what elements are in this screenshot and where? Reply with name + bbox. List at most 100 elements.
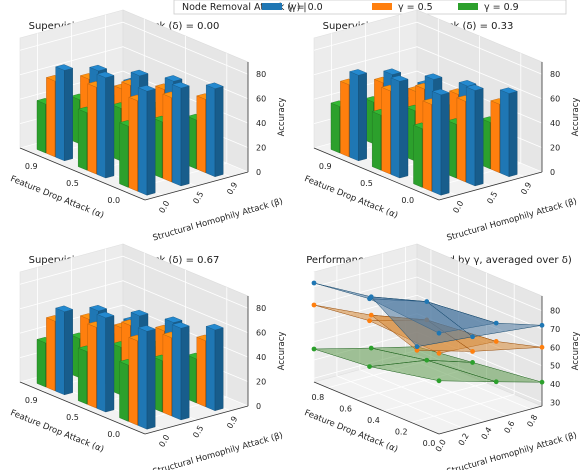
z-tick-3-3: 60: [550, 343, 560, 352]
z-tick-2-2: 40: [256, 353, 266, 362]
z-grid-0-3: [19, 46, 249, 100]
x-tick-3-4: 0.8: [312, 393, 325, 402]
z-tick-0-4: 80: [256, 70, 266, 79]
x-grid-0-0: [123, 53, 228, 192]
surface-point-1-2-0: [311, 302, 317, 308]
surface-point-2-2-0: [311, 346, 317, 352]
legend-label-1: γ = 0.5: [398, 2, 433, 13]
y-axis-line-2: [144, 405, 249, 435]
legend-swatch-2: [458, 3, 478, 10]
surface-point-0-2-0: [311, 280, 317, 286]
bar-1-0-0-0: [431, 88, 450, 196]
z-tick-1-1: 20: [550, 144, 560, 153]
surface-point-2-0-1: [493, 379, 499, 385]
z-tick-3-2: 50: [550, 362, 560, 371]
x-label-0: Feature Drop Attack (α): [9, 174, 106, 221]
z-tick-2-1: 20: [256, 378, 266, 387]
z-grid-1-4: [313, 21, 543, 75]
x-grid-1-0: [417, 53, 522, 192]
z-grid-1-3: [313, 46, 543, 100]
y-tick-1-0: 0.0: [451, 199, 465, 215]
surface-point-0-0-1: [493, 320, 499, 326]
bar-2-0-0-2: [205, 323, 224, 412]
z-tick-2-4: 80: [256, 304, 266, 313]
z-tick-3-4: 70: [550, 325, 560, 334]
x-tick-0-1: 0.5: [66, 179, 79, 188]
surface-point-2-0-2: [539, 379, 545, 385]
legend-swatch-0: [262, 3, 282, 10]
legend-swatch-1: [372, 3, 392, 10]
y-label-2: Structural Homophily Attack (β): [152, 431, 285, 470]
surface-point-1-1-2: [470, 349, 475, 354]
bar-1-0-0-1: [465, 84, 484, 187]
x-label-2: Feature Drop Attack (α): [9, 408, 106, 455]
z-tick-0-3: 60: [256, 95, 266, 104]
surface-point-0-0-0: [436, 330, 442, 336]
z-label-2: Accuracy: [277, 332, 287, 371]
y-tick-3-3: 0.6: [502, 419, 516, 435]
surface-point-1-2-2: [414, 347, 420, 353]
panel-1: Supervision Scarcity Attack (δ) = 0.330.…: [303, 9, 581, 243]
bar-2-0-2-0: [55, 305, 74, 396]
z-grid-2-4: [19, 255, 249, 309]
y-label-0: Structural Homophily Attack (β): [152, 197, 285, 244]
surface-point-2-2-1: [368, 345, 374, 351]
x-tick-2-2: 0.9: [25, 396, 38, 405]
z-grid-3-5: [313, 258, 543, 312]
legend-label-0: γ = 0.0: [288, 2, 323, 13]
bar-1-0-2-0: [349, 69, 368, 162]
y-tick-2-0: 0.0: [157, 433, 171, 449]
y-tick-1-2: 0.9: [519, 181, 533, 197]
z-tick-3-1: 40: [550, 380, 560, 389]
z-label-1: Accuracy: [571, 98, 581, 137]
z-tick-3-5: 80: [550, 307, 560, 316]
surface-point-2-1-0: [367, 364, 372, 370]
x-tick-3-1: 0.2: [395, 427, 408, 436]
y-tick-3-1: 0.2: [457, 432, 471, 448]
bar-2-0-0-0: [137, 325, 156, 430]
y-tick-3-0: 0.0: [434, 438, 448, 454]
y-tick-3-2: 0.4: [480, 426, 494, 442]
x-tick-1-1: 0.5: [360, 179, 373, 188]
surface-point-2-1-2: [470, 360, 475, 365]
x-tick-0-2: 0.9: [25, 162, 38, 171]
y-tick-0-0: 0.0: [157, 199, 171, 215]
x-tick-1-0: 0.0: [401, 196, 414, 205]
x-grid-2-0: [123, 287, 228, 426]
surface-point-2-0-0: [436, 378, 442, 384]
legend-title: Node Removal Attack (γ) |: [182, 2, 307, 13]
y-tick-3-4: 0.8: [525, 413, 539, 429]
legend: Node Removal Attack (γ) | γ = 0.0 γ = 0.5…: [173, 0, 567, 15]
y-tick-1-1: 0.5: [485, 190, 499, 206]
bar-0-0-0-0: [137, 85, 156, 196]
x-tick-3-0: 0.0: [423, 439, 436, 448]
z-grid-0-4: [19, 21, 249, 75]
y-tick-0-2: 0.9: [225, 181, 239, 197]
y-tick-2-1: 0.5: [191, 424, 205, 440]
bar-0-0-0-2: [205, 82, 224, 178]
z-tick-1-0: 0: [550, 168, 555, 177]
surface-point-1-1-0: [367, 318, 372, 324]
z-tick-0-1: 20: [256, 144, 266, 153]
z-grid-2-3: [19, 280, 249, 334]
surface-point-0-1-1: [424, 299, 430, 304]
bar-0-0-0-1: [171, 82, 190, 187]
legend-label-2: γ = 0.9: [484, 2, 519, 13]
z-tick-2-3: 60: [256, 329, 266, 338]
surface-0: [311, 280, 545, 350]
x-tick-2-1: 0.5: [66, 413, 79, 422]
surface-point-0-0-2: [539, 322, 545, 328]
bar-2-0-1-0: [96, 311, 115, 413]
y-grid-3-1: [336, 265, 463, 429]
surface-point-1-0-2: [539, 344, 545, 350]
surface-point-1-2-1: [368, 312, 374, 318]
z-tick-3-0: 30: [550, 398, 560, 407]
y-axis-line-0: [144, 171, 249, 201]
x-axis-line-0: [19, 147, 146, 201]
x-label-1: Feature Drop Attack (α): [303, 174, 400, 221]
x-axis-line-3: [313, 381, 440, 435]
panel-2: Supervision Scarcity Attack (δ) = 0.670.…: [9, 243, 287, 470]
surface-point-0-2-2: [414, 344, 420, 350]
x-tick-3-3: 0.6: [339, 404, 352, 413]
